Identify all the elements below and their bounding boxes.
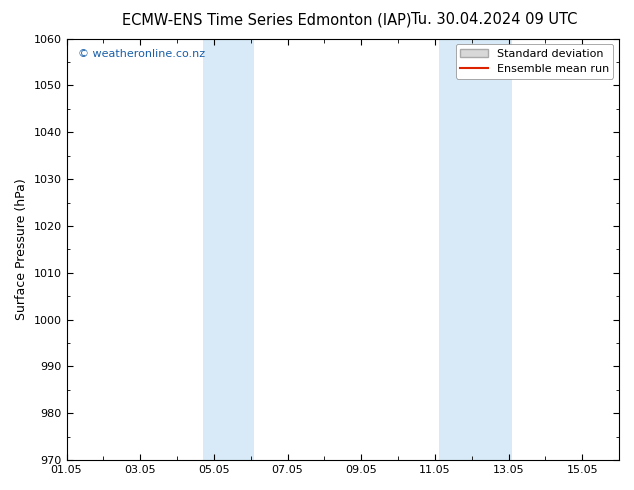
- Legend: Standard deviation, Ensemble mean run: Standard deviation, Ensemble mean run: [456, 44, 614, 78]
- Text: © weatheronline.co.nz: © weatheronline.co.nz: [77, 49, 205, 59]
- Text: ECMW-ENS Time Series Edmonton (IAP): ECMW-ENS Time Series Edmonton (IAP): [122, 12, 411, 27]
- Text: Tu. 30.04.2024 09 UTC: Tu. 30.04.2024 09 UTC: [411, 12, 578, 27]
- Y-axis label: Surface Pressure (hPa): Surface Pressure (hPa): [15, 178, 28, 320]
- Bar: [203, 39, 254, 460]
- Bar: [439, 39, 512, 460]
